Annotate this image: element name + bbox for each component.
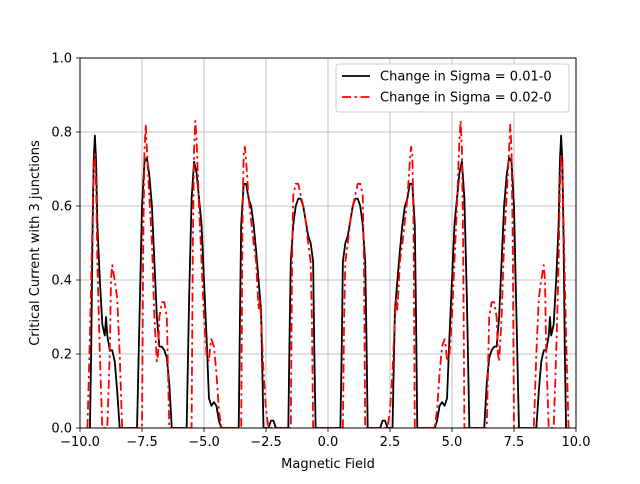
y-tick-label: 0.0 bbox=[51, 422, 72, 437]
series-line-2 bbox=[86, 120, 570, 428]
legend: Change in Sigma = 0.01-0 Change in Sigma… bbox=[335, 63, 570, 113]
x-tick-label: 0.0 bbox=[318, 435, 339, 450]
x-tick-label: −5.0 bbox=[188, 435, 220, 450]
y-tick-label: 0.6 bbox=[51, 200, 72, 215]
x-tick-label: −10.0 bbox=[60, 435, 100, 450]
x-tick-label: −7.5 bbox=[126, 435, 158, 450]
legend-label-series-1: Change in Sigma = 0.01-0 bbox=[380, 70, 552, 85]
y-axis-label: Critical Current with 3 junctions bbox=[28, 140, 43, 346]
x-axis-label: Magnetic Field bbox=[281, 457, 375, 472]
y-axis-ticks: 0.0 0.2 0.4 0.6 0.8 1.0 bbox=[51, 52, 80, 437]
y-tick-label: 1.0 bbox=[51, 52, 72, 67]
x-tick-label: 10.0 bbox=[562, 435, 591, 450]
x-axis-ticks: −10.0 −7.5 −5.0 −2.5 0.0 2.5 5.0 7.5 10.0 bbox=[60, 428, 590, 450]
y-tick-label: 0.8 bbox=[51, 126, 72, 141]
x-tick-label: 5.0 bbox=[442, 435, 463, 450]
x-tick-label: 2.5 bbox=[380, 435, 401, 450]
x-tick-label: 7.5 bbox=[504, 435, 525, 450]
legend-box bbox=[335, 63, 570, 113]
y-tick-label: 0.2 bbox=[51, 348, 72, 363]
x-tick-label: −2.5 bbox=[250, 435, 282, 450]
legend-label-series-2: Change in Sigma = 0.02-0 bbox=[380, 91, 552, 106]
y-tick-label: 0.4 bbox=[51, 274, 72, 289]
series-layer bbox=[86, 120, 570, 428]
